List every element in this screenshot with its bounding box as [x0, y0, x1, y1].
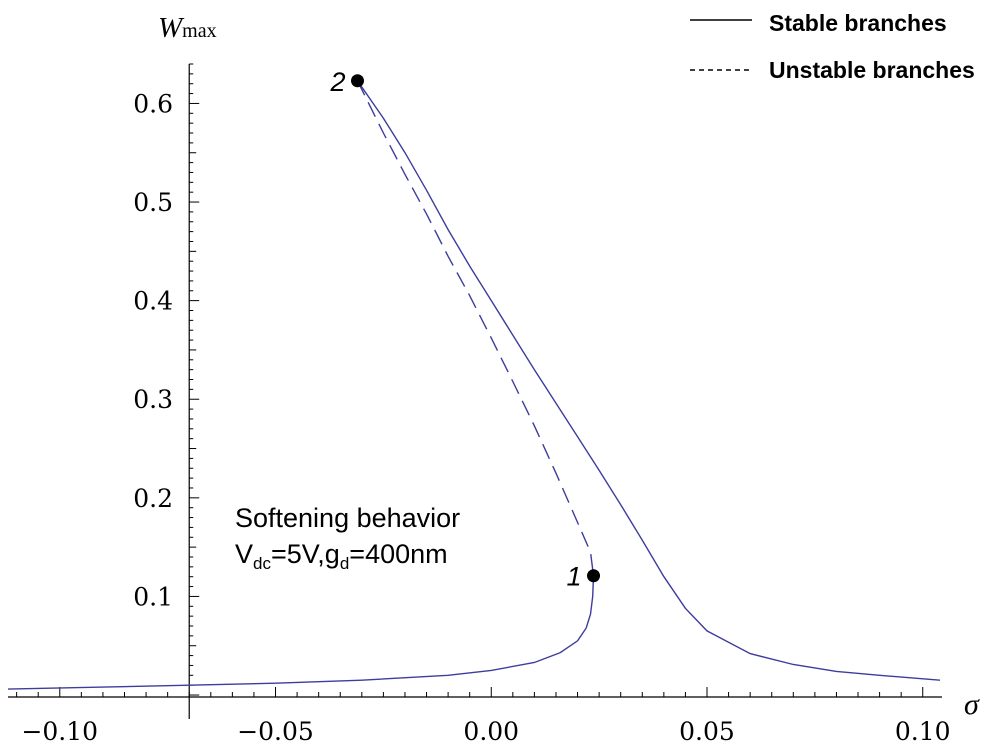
y-axis-title-sub: max: [182, 20, 216, 42]
x-tick-label: −0.05: [237, 717, 314, 746]
annotation-g-sub: d: [340, 554, 349, 573]
annotation-v-sub: dc: [253, 554, 271, 573]
y-tick-label: 0.1: [133, 582, 173, 611]
annotation-end: =400nm: [349, 539, 447, 569]
y-tick-label: 0.6: [133, 89, 173, 118]
annotation-mid: =5V,g: [271, 539, 340, 569]
stable-branch-line: [356, 80, 941, 681]
stable-branch-line: [7, 575, 595, 690]
x-tick-label: 0.10: [895, 717, 951, 746]
legend-unstable-label: Unstable branches: [769, 57, 975, 83]
bifurcation-point: [587, 569, 601, 583]
x-tick-label: 0.05: [679, 717, 735, 746]
y-tick-label: 0.4: [133, 287, 173, 316]
tick-marks: −0.10 −0.05 0.00 0.05 0.10 0.1 0.2 0.3 0.4 0.5 0.6: [16, 63, 951, 746]
y-tick-label: 0.2: [133, 484, 173, 513]
markers: 12: [329, 67, 601, 592]
y-tick-label: 0.3: [133, 385, 173, 414]
bifurcation-point: [351, 74, 364, 88]
legend-stable-label: Stable branches: [769, 10, 947, 36]
bifurcation-point-label: 1: [566, 562, 581, 592]
bifurcation-point-label: 2: [329, 67, 345, 97]
axes: [8, 64, 942, 719]
annotation-parameters: Vdc=5V,gd=400nm: [235, 539, 448, 573]
y-tick-label: 0.5: [133, 188, 173, 217]
curves: [7, 80, 941, 690]
x-tick-label: 0.00: [463, 717, 519, 746]
x-axis-title: σ: [964, 688, 980, 721]
y-axis-title-main: W: [158, 12, 185, 44]
y-axis-title: Wmax: [158, 12, 217, 44]
x-tick-label: −0.10: [21, 717, 98, 746]
annotation-v: V: [235, 539, 253, 569]
legend: Stable branches Unstable branches: [690, 10, 975, 83]
annotation-behavior: Softening behavior: [235, 503, 460, 533]
unstable-branch-line: [356, 80, 595, 576]
